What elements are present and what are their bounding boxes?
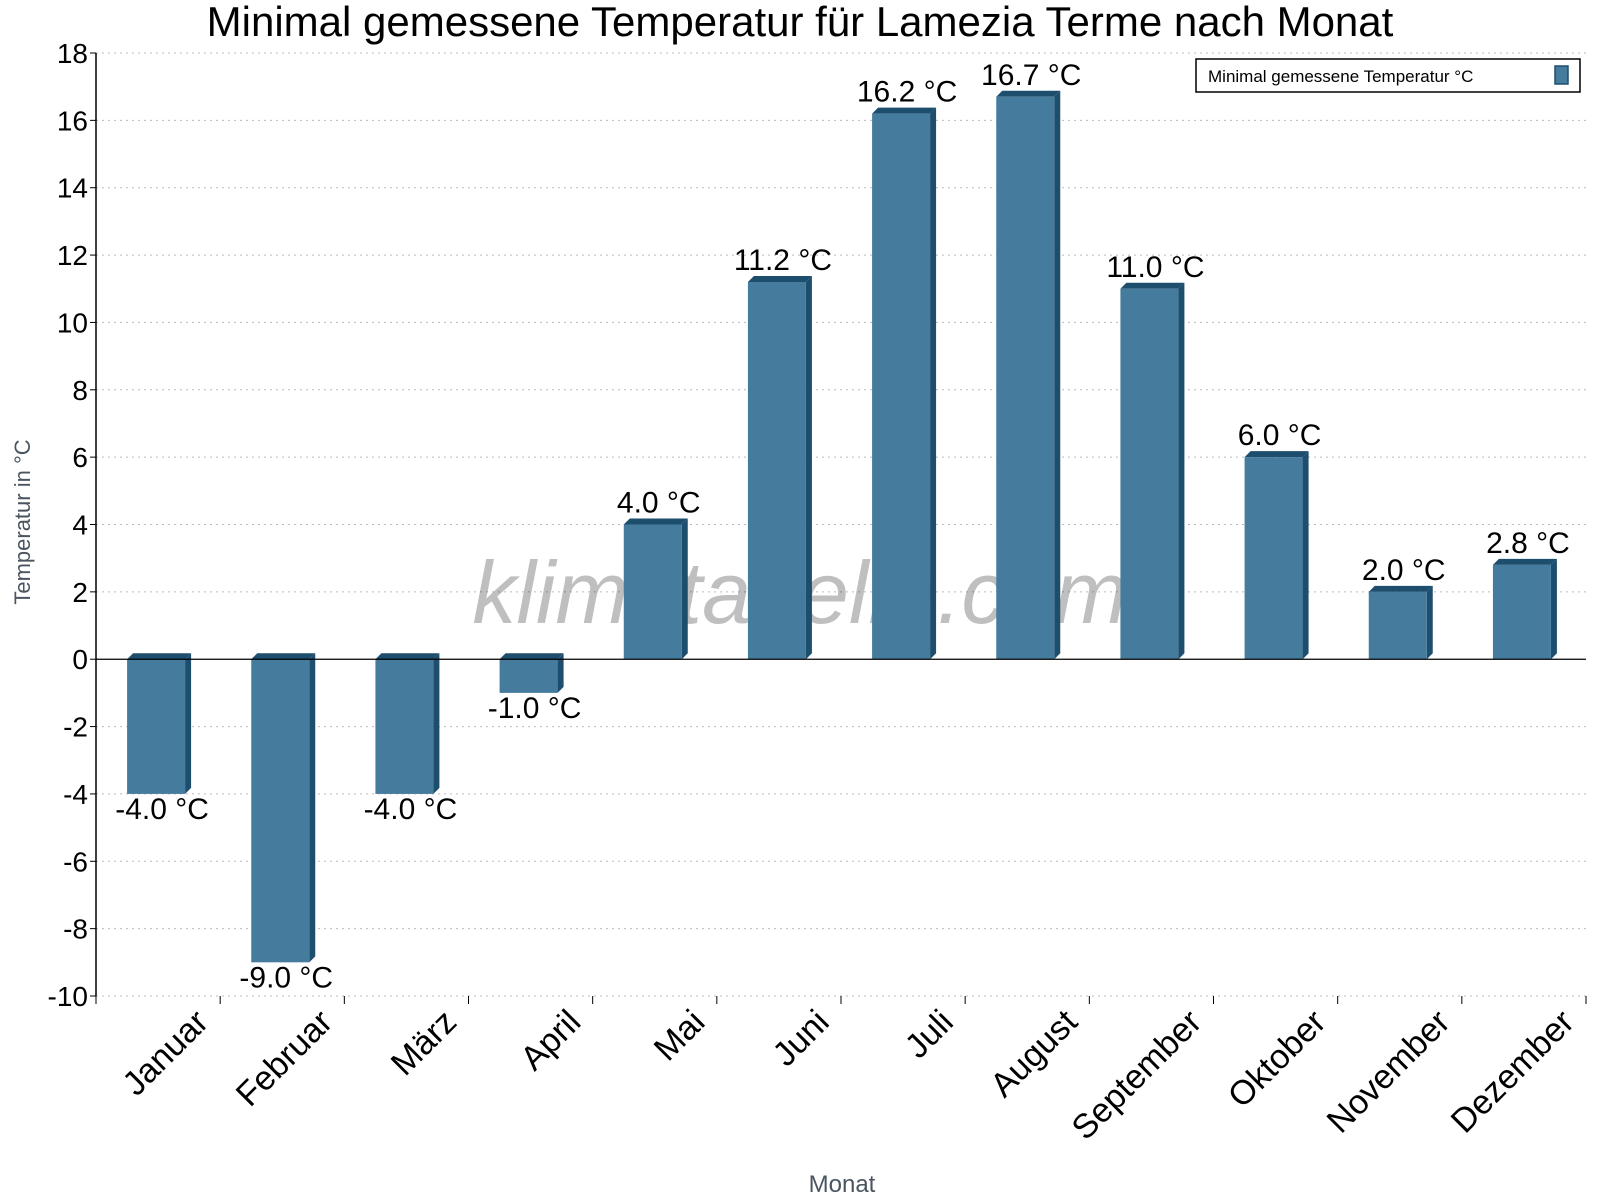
x-tick-label: Dezember xyxy=(1444,1003,1582,1141)
y-tick-label: 4 xyxy=(72,510,88,541)
bar-top xyxy=(747,276,812,283)
y-tick-label: 6 xyxy=(72,442,88,473)
bar-top xyxy=(872,107,937,114)
bar-side xyxy=(805,276,812,660)
data-label: 11.2 °C xyxy=(734,244,832,277)
data-label: 6.0 °C xyxy=(1238,419,1322,452)
bar-side xyxy=(433,653,440,794)
x-tick-label: Oktober xyxy=(1221,1003,1333,1115)
bar-side xyxy=(1426,585,1433,660)
x-tick-label: November xyxy=(1320,1003,1458,1141)
bar xyxy=(1244,457,1303,660)
bar-top xyxy=(499,653,564,660)
x-tick-label: Mai xyxy=(647,1003,713,1069)
y-tick-label: -4 xyxy=(63,779,88,810)
gridlines xyxy=(96,52,1586,997)
bar-side xyxy=(309,653,316,963)
bar-top xyxy=(623,518,688,525)
legend-box xyxy=(1195,58,1581,93)
bar-side xyxy=(185,653,192,794)
y-tick-label: 0 xyxy=(72,644,88,675)
y-axis-label: Temperatur in °C xyxy=(10,439,35,604)
data-label: 16.7 °C xyxy=(981,59,1081,92)
data-label: 4.0 °C xyxy=(617,487,701,520)
bar xyxy=(1368,591,1427,660)
y-tick-label: 8 xyxy=(72,375,88,406)
bar xyxy=(996,96,1055,660)
y-tick-label: 2 xyxy=(72,577,88,608)
y-tick-label: 16 xyxy=(57,105,88,136)
bar-top xyxy=(127,653,192,660)
x-tick-label: Juni xyxy=(766,1003,837,1074)
y-tick-label: -10 xyxy=(48,981,88,1012)
data-label: -9.0 °C xyxy=(239,961,333,994)
x-tick-label: August xyxy=(983,1002,1085,1104)
legend: Minimal gemessene Temperatur °C xyxy=(1195,58,1581,93)
y-tick-label: 18 xyxy=(57,38,88,69)
data-label: -4.0 °C xyxy=(364,793,458,826)
x-tick-label: September xyxy=(1065,1003,1209,1147)
y-tick-label: 12 xyxy=(57,240,88,271)
chart-title: Minimal gemessene Temperatur für Lamezia… xyxy=(207,0,1394,45)
bar xyxy=(1492,564,1551,660)
y-tick-label: -8 xyxy=(63,914,88,945)
bar-side xyxy=(1054,90,1061,660)
y-tick-label: 14 xyxy=(57,173,88,204)
x-tick-label: Juli xyxy=(898,1003,961,1066)
bar xyxy=(872,113,931,660)
data-label: -1.0 °C xyxy=(488,692,582,725)
bar-side xyxy=(1550,558,1557,660)
legend-label: Minimal gemessene Temperatur °C xyxy=(1208,67,1473,86)
bar xyxy=(623,524,682,660)
y-tick-label: -6 xyxy=(63,846,88,877)
y-tick-label: -2 xyxy=(63,712,88,743)
bar xyxy=(1120,288,1179,660)
bar-top xyxy=(375,653,440,660)
x-tick-label: März xyxy=(384,1003,464,1083)
bar-top xyxy=(1120,282,1185,289)
x-tick-label: April xyxy=(513,1003,588,1078)
x-tick-label: Februar xyxy=(229,1003,340,1114)
y-tick-label: 10 xyxy=(57,307,88,338)
data-label: 11.0 °C xyxy=(1106,251,1204,284)
bar xyxy=(747,282,806,660)
bar-top xyxy=(251,653,316,660)
data-label: 2.0 °C xyxy=(1362,554,1446,587)
bar-top xyxy=(1368,585,1433,592)
data-label: 16.2 °C xyxy=(857,76,957,109)
bar-side xyxy=(557,653,564,693)
bar-top xyxy=(1244,451,1309,458)
bar xyxy=(499,659,558,693)
data-label: -4.0 °C xyxy=(115,793,209,826)
bar-top xyxy=(1492,558,1557,565)
bar-side xyxy=(1178,282,1185,660)
bar-side xyxy=(930,107,937,660)
bar-top xyxy=(996,90,1061,97)
bars: -4.0 °C -9.0 °C -4.0 °C -1.0 °C 4.0 °C 11.2 °… xyxy=(115,59,1570,995)
x-tick-label: Januar xyxy=(115,1003,215,1103)
bar xyxy=(251,659,310,963)
legend-swatch xyxy=(1554,65,1569,85)
bar xyxy=(375,659,434,794)
bar-side xyxy=(1302,451,1309,660)
bar-side xyxy=(681,518,688,660)
data-label: 2.8 °C xyxy=(1486,527,1570,560)
x-axis-label: Monat xyxy=(809,1171,876,1198)
bar xyxy=(127,659,186,794)
